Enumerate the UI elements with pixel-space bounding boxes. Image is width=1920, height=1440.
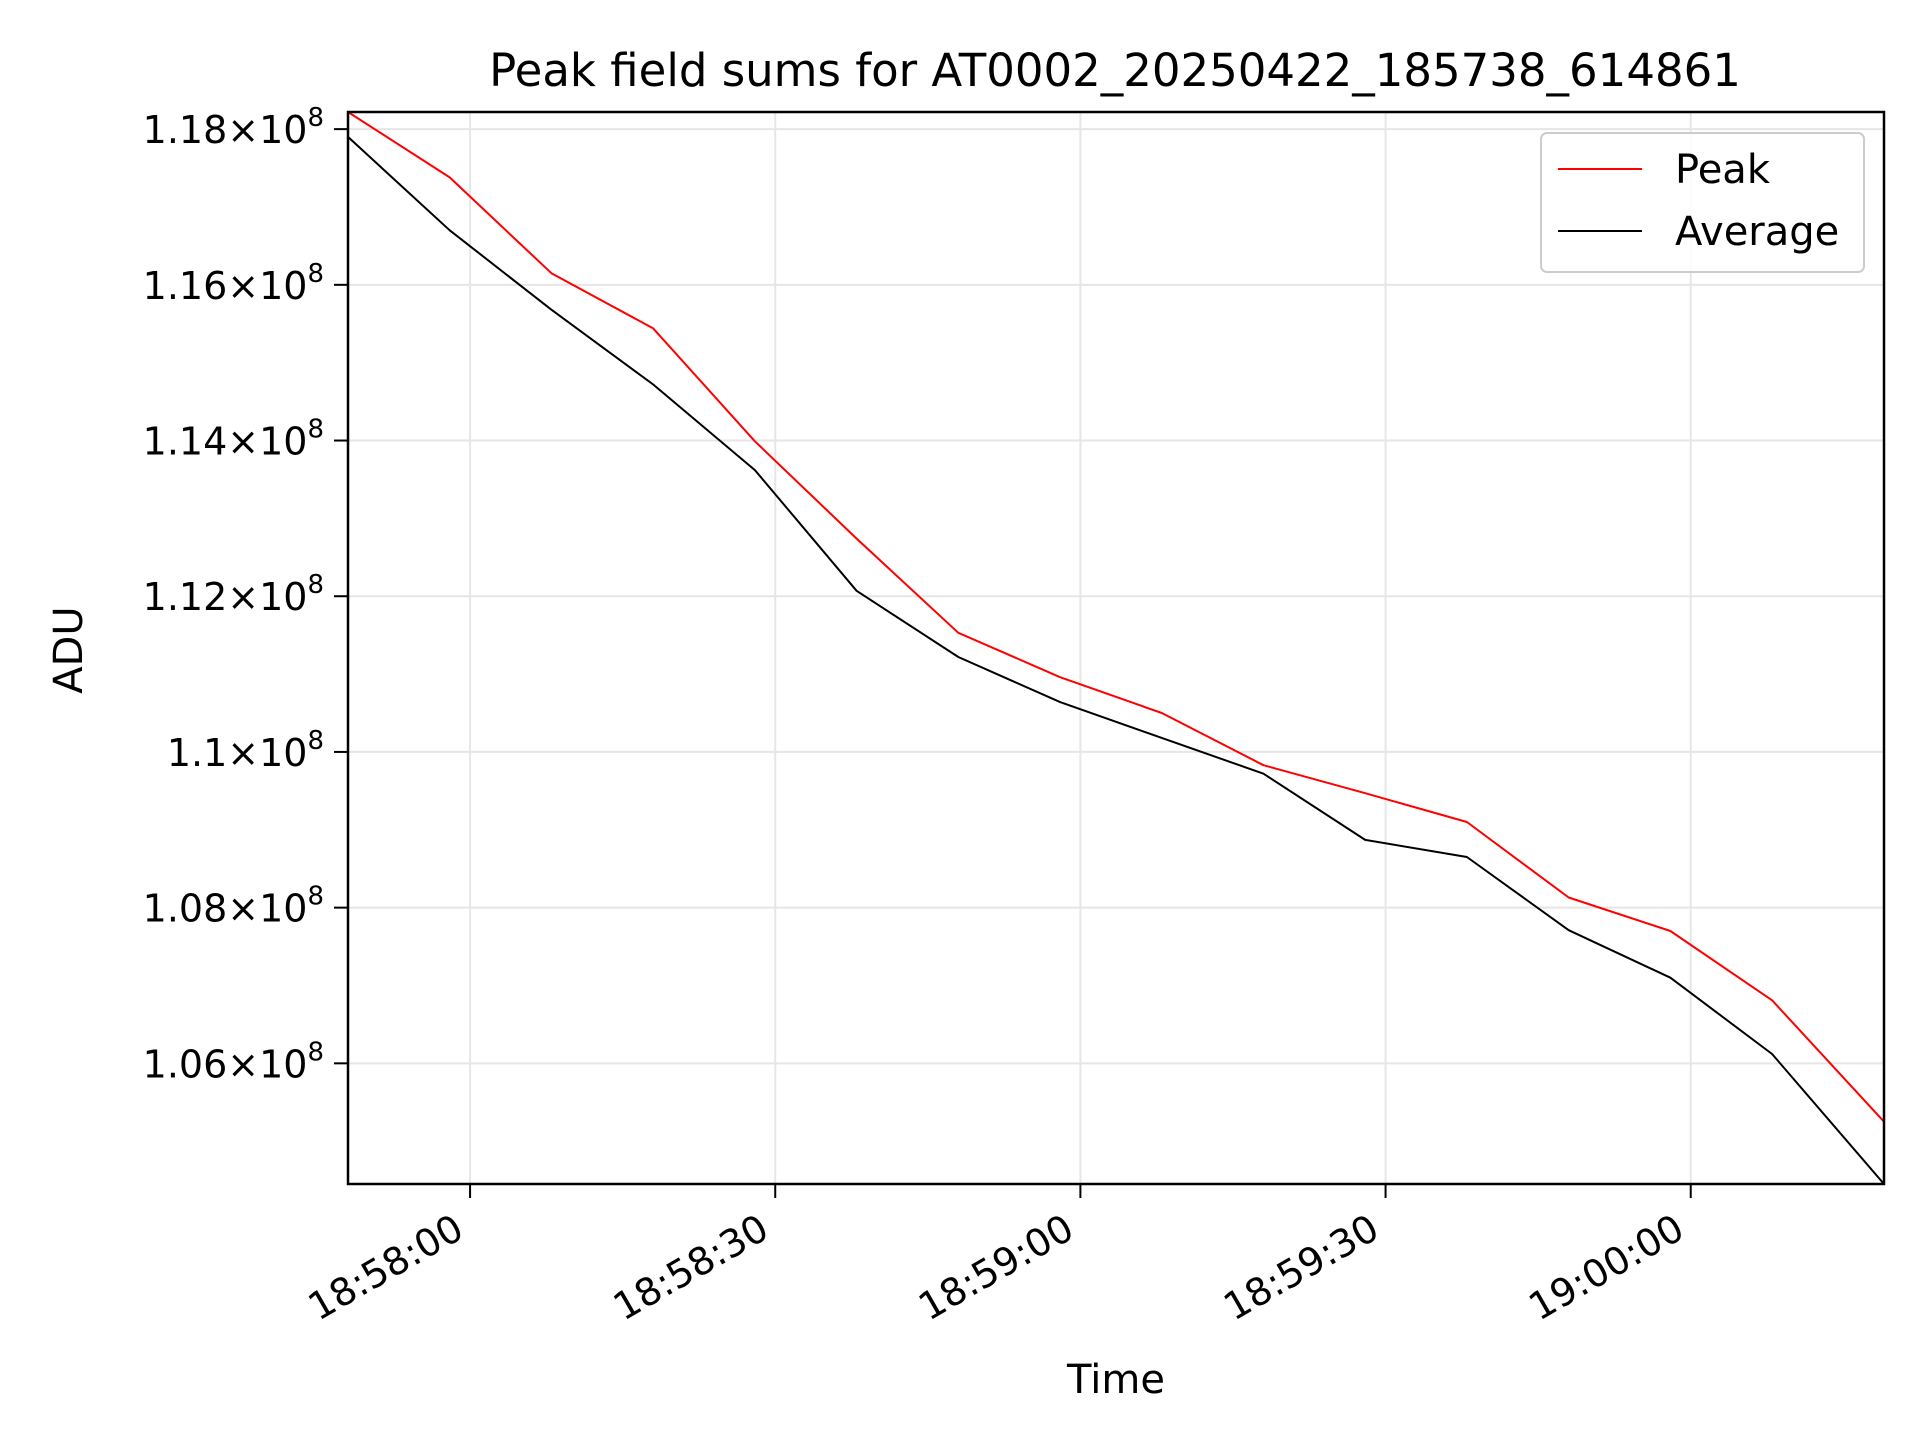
y-tick-mantissa: 1.08×10 xyxy=(143,887,308,931)
x-axis: 18:58:00 18:58:30 18:59:00 18:59:30 19:00:00 xyxy=(301,1184,1692,1329)
y-tick-mantissa: 1.06×10 xyxy=(143,1042,308,1086)
grid xyxy=(348,112,1884,1184)
y-axis-label: ADU xyxy=(46,606,92,693)
series-line-average xyxy=(347,136,1885,1185)
y-tick-exponent: 8 xyxy=(307,570,324,600)
x-tick-label: 18:59:30 xyxy=(1216,1206,1386,1329)
plot-frame xyxy=(346,110,1886,1186)
y-tick-exponent: 8 xyxy=(307,882,324,912)
legend-box xyxy=(1540,132,1865,273)
y-tick-label: 1.06×108 xyxy=(143,1037,324,1086)
x-tick-label: 18:58:00 xyxy=(301,1206,471,1329)
legend: Peak Average xyxy=(1540,132,1865,273)
legend-label: Average xyxy=(1675,209,1839,255)
x-axis-label: Time xyxy=(1066,1357,1165,1403)
series-line-peak xyxy=(347,111,1885,1123)
y-tick-exponent: 8 xyxy=(307,259,324,289)
y-tick-exponent: 8 xyxy=(307,103,324,133)
y-tick-mantissa: 1.1×10 xyxy=(167,731,308,775)
y-tick-exponent: 8 xyxy=(307,415,324,445)
x-tick-label: 18:58:30 xyxy=(606,1206,776,1329)
y-tick-mantissa: 1.16×10 xyxy=(143,264,308,308)
chart-title: Peak field sums for AT0002_20250422_1857… xyxy=(489,44,1741,97)
y-tick-mantissa: 1.18×10 xyxy=(143,108,308,152)
y-tick-mantissa: 1.12×10 xyxy=(143,575,308,619)
y-tick-label: 1.08×108 xyxy=(143,882,324,931)
x-tick-label: 18:59:00 xyxy=(911,1206,1081,1329)
legend-label: Peak xyxy=(1675,147,1771,193)
y-axis: 1.06×1081.08×1081.1×1081.12×1081.14×1081… xyxy=(143,103,348,1086)
y-tick-label: 1.14×108 xyxy=(143,415,324,464)
y-tick-exponent: 8 xyxy=(307,726,324,756)
series-lines xyxy=(347,111,1885,1185)
x-tick-label: 19:00:00 xyxy=(1521,1206,1691,1329)
y-tick-label: 1.1×108 xyxy=(167,726,324,775)
y-tick-exponent: 8 xyxy=(307,1037,324,1067)
y-tick-label: 1.16×108 xyxy=(143,259,324,308)
y-tick-mantissa: 1.14×10 xyxy=(143,420,308,464)
y-tick-label: 1.18×108 xyxy=(143,103,324,152)
y-tick-label: 1.12×108 xyxy=(143,570,324,619)
